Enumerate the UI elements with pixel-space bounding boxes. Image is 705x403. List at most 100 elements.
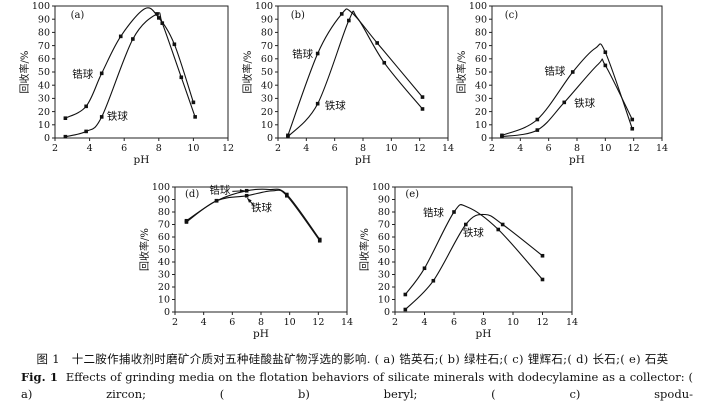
x-tick-label: 4 — [201, 317, 207, 328]
x-tick-label: 8 — [574, 143, 580, 154]
caption-english: Fig. 1 Effects of grinding media on the f… — [21, 369, 693, 403]
series-label: 锆球 — [292, 47, 313, 60]
y-tick-label: 20 — [261, 107, 273, 118]
y-tick-label: 20 — [378, 282, 390, 293]
data-point-marker — [540, 277, 545, 282]
y-tick-label: 20 — [475, 107, 487, 118]
x-axis-label: pH — [355, 154, 371, 166]
data-point-marker — [431, 278, 436, 283]
y-tick-label: 30 — [158, 270, 170, 281]
x-tick-label: 14 — [566, 317, 578, 328]
x-tick-label: 8 — [258, 317, 264, 328]
x-tick-label: 12 — [312, 317, 324, 328]
series-label: 锆球 — [544, 65, 565, 78]
series-label: 锆球 — [209, 183, 230, 196]
x-tick-label: 4 — [421, 317, 427, 328]
x-tick-label: 6 — [451, 317, 457, 328]
series-curve — [404, 204, 543, 295]
series-curve — [501, 43, 633, 136]
y-axis-label: 回收率/% — [455, 51, 468, 94]
y-tick-label: 80 — [158, 207, 170, 218]
y-tick-label: 90 — [378, 195, 390, 206]
y-tick-label: 40 — [158, 257, 170, 268]
y-tick-label: 90 — [261, 14, 273, 25]
data-point-marker — [422, 266, 427, 271]
axes-box — [489, 5, 663, 141]
x-tick-label: 2 — [392, 317, 398, 328]
x-tick-label: 14 — [442, 143, 454, 154]
data-point-marker — [84, 104, 88, 109]
series-label: 铁球 — [325, 99, 346, 112]
data-point-marker — [496, 227, 501, 232]
y-tick-label: 60 — [38, 54, 50, 65]
y-tick-label: 50 — [378, 245, 390, 256]
y-tick-label: 0 — [164, 307, 170, 318]
data-point-marker — [540, 253, 545, 258]
data-point-marker — [403, 307, 408, 312]
x-tick-label: 8 — [156, 143, 162, 154]
data-point-marker — [63, 116, 68, 120]
x-tick-label: 2 — [52, 143, 58, 154]
y-tick-label: 90 — [158, 195, 170, 206]
y-tick-label: 20 — [38, 107, 50, 118]
y-tick-label: 80 — [38, 28, 50, 39]
y-tick-label: 0 — [481, 133, 487, 144]
data-point-marker — [562, 100, 567, 105]
series-zirconia-ball: 锆球 — [403, 204, 545, 297]
data-point-marker — [184, 220, 189, 224]
data-point-marker — [191, 100, 196, 105]
series-zirconia-ball: 锆球 — [500, 43, 635, 138]
y-tick-label: 30 — [378, 270, 390, 281]
series-iron-ball: 铁球 — [403, 213, 545, 312]
chart-panel-e: 2 4 6 8 10 12 140102030405060708090100pH回收率/%(… — [358, 182, 578, 340]
y-tick-label: 100 — [469, 1, 487, 12]
y-axis-label: 回收率/% — [138, 228, 151, 271]
data-point-marker — [179, 75, 184, 80]
x-tick-label: 4 — [517, 143, 523, 154]
y-tick-label: 30 — [38, 94, 50, 105]
data-point-marker — [375, 41, 379, 45]
y-tick-label: 40 — [38, 80, 50, 91]
x-tick-label: 6 — [546, 143, 552, 154]
chart-panel-c: 2 4 6 8 10 12 14 0 10 20 30 40 50 60 70 80 90 100 pH 回收率/% (… — [455, 1, 668, 166]
x-tick-label: 6 — [229, 317, 235, 328]
data-point-marker — [403, 292, 408, 297]
y-tick-label: 80 — [378, 207, 390, 218]
panel-letter: (c) — [505, 10, 519, 21]
y-tick-label: 70 — [38, 41, 50, 52]
data-point-marker — [630, 126, 635, 131]
data-point-marker — [315, 51, 320, 56]
data-point-marker — [131, 37, 135, 41]
series-label: 锆球 — [423, 206, 444, 219]
series-label: 铁球 — [251, 201, 272, 214]
panel-letter: (b) — [291, 10, 305, 21]
axes-box — [392, 186, 573, 315]
x-tick-label: 14 — [656, 143, 668, 154]
y-axis-label: 回收率/% — [241, 51, 254, 94]
data-point-marker — [535, 128, 540, 132]
x-tick-label: 2 — [275, 143, 281, 154]
x-tick-label: 12 — [222, 143, 234, 154]
data-point-marker — [535, 117, 540, 122]
data-point-marker — [500, 134, 504, 139]
y-tick-label: 10 — [475, 120, 487, 131]
x-tick-label: 8 — [480, 317, 486, 328]
series-curve — [287, 10, 423, 138]
chart-panel-b: 2 4 6 8 10 12 14 0 10 20 30 40 50 60 70 80 90 100 pH 回收率/% (… — [241, 1, 454, 166]
chart-panel-a: 2 4 6 8 10 12 0 10 20 30 40 50 60 70 80 90 100 pH 回收率/% (a)… — [18, 1, 234, 166]
label-arrow-head — [239, 189, 245, 193]
x-tick-label: 4 — [303, 143, 309, 154]
x-tick-label: 10 — [284, 317, 296, 328]
series-curve — [186, 188, 321, 240]
y-tick-label: 100 — [32, 1, 50, 12]
data-point-marker — [155, 12, 159, 16]
panel-letter: (d) — [185, 189, 199, 200]
data-point-marker — [244, 188, 249, 193]
x-axis-label: pH — [476, 328, 492, 340]
y-tick-label: 60 — [378, 232, 390, 243]
tick-labels: 2 4 6 8 10 12 0 10 20 30 40 50 60 70 80 90 100 — [32, 1, 234, 154]
y-tick-label: 70 — [378, 220, 390, 231]
y-tick-label: 60 — [158, 232, 170, 243]
data-point-marker — [244, 193, 249, 198]
